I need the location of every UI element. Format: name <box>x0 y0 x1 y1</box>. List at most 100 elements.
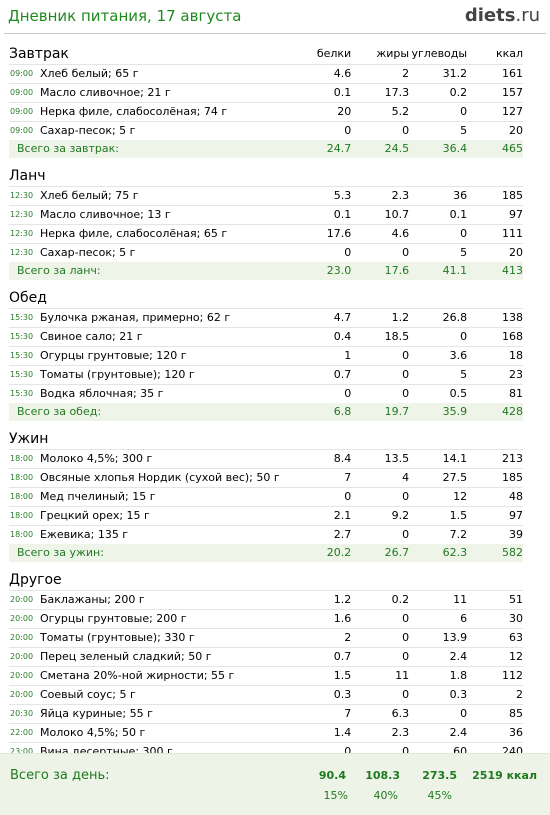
food-name[interactable]: Томаты (грунтовые); 120 г <box>39 365 302 385</box>
food-name[interactable]: Томаты (грунтовые); 330 г <box>39 628 302 648</box>
food-carbs: 26.8 <box>409 308 468 328</box>
food-carbs: 5 <box>409 365 468 385</box>
food-row[interactable]: 20:00 Сметана 20%-ной жирности; 55 г 1.5 11… <box>9 666 523 686</box>
food-protein: 7 <box>301 704 352 724</box>
food-row[interactable]: 20:00 Огурцы грунтовые; 200 г 1.6 0 6 30 <box>9 609 523 629</box>
food-row[interactable]: 20:00 Томаты (грунтовые); 330 г 2 0 13.9 63 <box>9 628 523 648</box>
food-time: 09:00 <box>9 64 40 84</box>
food-protein: 2 <box>301 628 352 648</box>
food-fat: 17.3 <box>351 83 410 103</box>
food-row[interactable]: 15:30 Томаты (грунтовые); 120 г 0.7 0 5 23 <box>9 365 523 385</box>
food-row[interactable]: 15:30 Водка яблочная; 35 г 0 0 0.5 81 <box>9 384 523 403</box>
food-row[interactable]: 09:00 Масло сливочное; 21 г 0.1 17.3 0.2 157 <box>9 83 523 103</box>
section-header: Завтрак белки жиры углеводы ккал <box>9 44 523 65</box>
food-name[interactable]: Свиное сало; 21 г <box>39 327 302 347</box>
food-name[interactable]: Огурцы грунтовые; 200 г <box>39 609 302 629</box>
food-row[interactable]: 12:30 Хлеб белый; 75 г 5.3 2.3 36 185 <box>9 186 523 206</box>
col-header-fat: жиры <box>376 47 410 60</box>
food-row[interactable]: 18:00 Грецкий орех; 15 г 2.1 9.2 1.5 97 <box>9 506 523 526</box>
food-name[interactable]: Нерка филе, слабосолёная; 74 г <box>39 102 302 122</box>
food-row[interactable]: 18:00 Ежевика; 135 г 2.7 0 7.2 39 <box>9 525 523 544</box>
food-carbs: 0 <box>409 704 468 724</box>
food-carbs: 0 <box>409 224 468 244</box>
food-row[interactable]: 15:30 Огурцы грунтовые; 120 г 1 0 3.6 18 <box>9 346 523 366</box>
food-time: 12:30 <box>9 186 40 206</box>
food-row[interactable]: 20:00 Соевый соус; 5 г 0.3 0 0.3 2 <box>9 685 523 705</box>
food-kcal: 97 <box>467 506 523 526</box>
section-header-spacer <box>301 429 523 450</box>
food-row[interactable]: 20:00 Баклажаны; 200 г 1.2 0.2 11 51 <box>9 590 523 610</box>
food-protein: 1.2 <box>301 590 352 610</box>
logo-name: diets <box>464 5 516 26</box>
food-carbs: 12 <box>409 487 468 507</box>
food-fat: 11 <box>351 666 410 686</box>
section-total-label: Всего за завтрак: <box>9 140 302 158</box>
food-name[interactable]: Хлеб белый; 75 г <box>39 186 302 206</box>
food-row[interactable]: 20:30 Яйца куриные; 55 г 7 6.3 0 85 <box>9 704 523 724</box>
food-name[interactable]: Мед пчелиный; 15 г <box>39 487 302 507</box>
food-protein: 0.7 <box>301 647 352 667</box>
section-total-row: Всего за обед: 6.8 19.7 35.9 428 <box>9 403 523 421</box>
food-kcal: 20 <box>467 121 523 140</box>
food-name[interactable]: Овсяные хлопья Нордик (сухой вес); 50 г <box>39 468 302 488</box>
food-carbs: 2.4 <box>409 723 468 743</box>
food-row[interactable]: 12:30 Сахар-песок; 5 г 0 0 5 20 <box>9 243 523 262</box>
food-name[interactable]: Ежевика; 135 г <box>39 525 302 544</box>
food-row[interactable]: 12:30 Масло сливочное; 13 г 0.1 10.7 0.1 97 <box>9 205 523 225</box>
food-kcal: 85 <box>467 704 523 724</box>
food-name[interactable]: Яйца куриные; 55 г <box>39 704 302 724</box>
food-time: 15:30 <box>9 365 40 385</box>
food-fat: 13.5 <box>351 449 410 469</box>
food-kcal: 127 <box>467 102 523 122</box>
food-kcal: 168 <box>467 327 523 347</box>
food-row[interactable]: 12:30 Нерка филе, слабосолёная; 65 г 17.6 4… <box>9 224 523 244</box>
food-name[interactable]: Огурцы грунтовые; 120 г <box>39 346 302 366</box>
food-name[interactable]: Молоко 4,5%; 50 г <box>39 723 302 743</box>
food-row[interactable]: 15:30 Свиное сало; 21 г 0.4 18.5 0 168 <box>9 327 523 347</box>
food-protein: 1.4 <box>301 723 352 743</box>
site-logo[interactable]: diets.ru <box>465 5 540 26</box>
section-total-fat: 17.6 <box>351 262 410 280</box>
food-kcal: 2 <box>467 685 523 705</box>
food-name[interactable]: Водка яблочная; 35 г <box>39 384 302 403</box>
food-kcal: 97 <box>467 205 523 225</box>
food-name[interactable]: Булочка ржаная, примерно; 62 г <box>39 308 302 328</box>
food-name[interactable]: Масло сливочное; 13 г <box>39 205 302 225</box>
food-protein: 0.3 <box>301 685 352 705</box>
food-row[interactable]: 09:00 Сахар-песок; 5 г 0 0 5 20 <box>9 121 523 140</box>
food-row[interactable]: 18:00 Молоко 4,5%; 300 г 8.4 13.5 14.1 213 <box>9 449 523 469</box>
food-row[interactable]: 20:00 Перец зеленый сладкий; 50 г 0.7 0 2.4 1… <box>9 647 523 667</box>
section-total-protein: 20.2 <box>301 544 352 562</box>
food-protein: 7 <box>301 468 352 488</box>
section-total-row: Всего за ужин: 20.2 26.7 62.3 582 <box>9 544 523 562</box>
food-carbs: 36 <box>409 186 468 206</box>
food-row[interactable]: 09:00 Нерка филе, слабосолёная; 74 г 20 5.2… <box>9 102 523 122</box>
food-name[interactable]: Грецкий орех; 15 г <box>39 506 302 526</box>
col-header-kcal: ккал <box>495 47 523 60</box>
food-row[interactable]: 18:00 Овсяные хлопья Нордик (сухой вес); … <box>9 468 523 488</box>
food-name[interactable]: Баклажаны; 200 г <box>39 590 302 610</box>
day-total-panel: Всего за день: 90.4 108.3 273.5 2519 кка… <box>0 753 550 815</box>
food-name[interactable]: Сметана 20%-ной жирности; 55 г <box>39 666 302 686</box>
food-name[interactable]: Молоко 4,5%; 300 г <box>39 449 302 469</box>
food-fat: 5.2 <box>351 102 410 122</box>
food-fat: 4 <box>351 468 410 488</box>
food-name[interactable]: Соевый соус; 5 г <box>39 685 302 705</box>
food-row[interactable]: 09:00 Хлеб белый; 65 г 4.6 2 31.2 161 <box>9 64 523 84</box>
food-protein: 0 <box>301 384 352 403</box>
food-name[interactable]: Масло сливочное; 21 г <box>39 83 302 103</box>
food-name[interactable]: Перец зеленый сладкий; 50 г <box>39 647 302 667</box>
section-gap <box>9 158 523 166</box>
food-name[interactable]: Нерка филе, слабосолёная; 65 г <box>39 224 302 244</box>
food-name[interactable]: Сахар-песок; 5 г <box>39 121 302 140</box>
food-row[interactable]: 18:00 Мед пчелиный; 15 г 0 0 12 48 <box>9 487 523 507</box>
food-kcal: 81 <box>467 384 523 403</box>
food-protein: 0.1 <box>301 205 352 225</box>
food-row[interactable]: 15:30 Булочка ржаная, примерно; 62 г 4.7 1.… <box>9 308 523 328</box>
food-name[interactable]: Сахар-песок; 5 г <box>39 243 302 262</box>
food-fat: 0 <box>351 487 410 507</box>
food-name[interactable]: Хлеб белый; 65 г <box>39 64 302 84</box>
food-row[interactable]: 22:00 Молоко 4,5%; 50 г 1.4 2.3 2.4 36 <box>9 723 523 743</box>
food-carbs: 11 <box>409 590 468 610</box>
food-carbs: 0 <box>409 102 468 122</box>
